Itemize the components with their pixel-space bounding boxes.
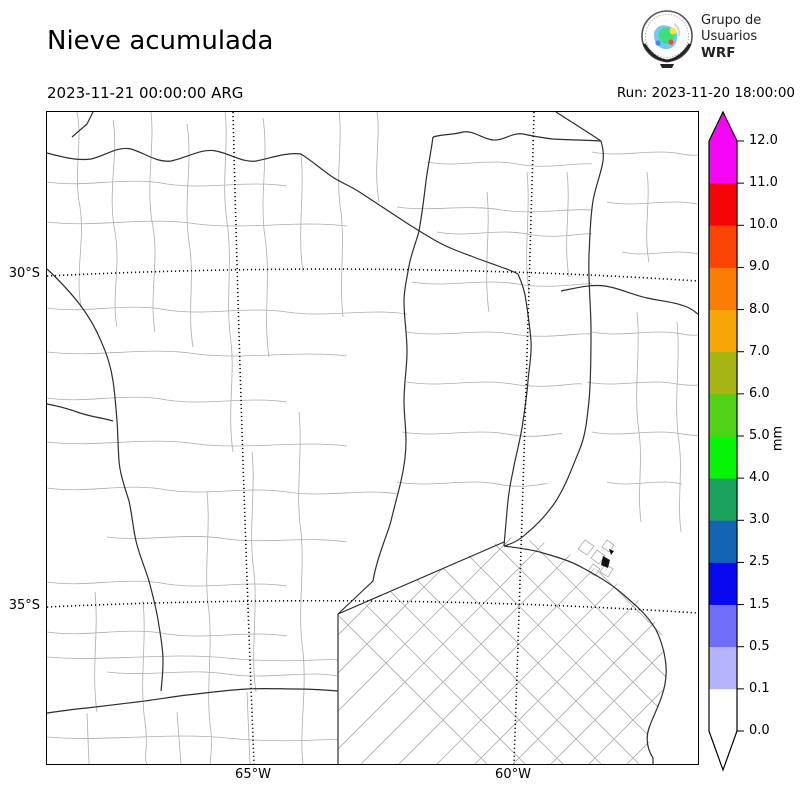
colorbar-tick-label: 6.0 xyxy=(749,385,770,403)
map-svg xyxy=(47,112,698,764)
colorbar-segment xyxy=(709,141,737,184)
colorbar-tick-label: 4.0 xyxy=(749,469,770,487)
department-borders xyxy=(47,112,698,764)
colorbar-tick-label: 7.0 xyxy=(749,343,770,361)
lon-label-65w: 65°W xyxy=(223,767,283,782)
colorbar-segment xyxy=(709,310,737,353)
gridline-65w xyxy=(233,112,254,764)
colorbar-tick-label: 1.5 xyxy=(749,596,770,614)
colorbar-tick-label: 8.0 xyxy=(749,301,770,319)
colorbar-tick-label: 0.1 xyxy=(749,680,770,698)
colorbar-segment xyxy=(709,478,737,521)
colorbar-segment xyxy=(709,183,737,226)
colorbar-segment xyxy=(709,225,737,268)
logo-line-1: Grupo de xyxy=(701,13,761,29)
colorbar-tick-label: 12.0 xyxy=(749,132,778,150)
colorbar-tickmarks xyxy=(737,141,744,731)
run-time-label: Run: 2023-11-20 18:00:00 xyxy=(617,85,795,101)
colorbar-tick-label: 2.5 xyxy=(749,553,770,571)
colorbar-tick-label: 3.0 xyxy=(749,511,770,529)
colorbar-tick-label: 9.0 xyxy=(749,258,770,276)
colorbar-unit-label: mm xyxy=(771,424,786,454)
colorbar-segment xyxy=(709,562,737,605)
colorbar-tick-label: 0.0 xyxy=(749,722,770,740)
lon-label-60w: 60°W xyxy=(483,767,543,782)
colorbar-tick-label: 10.0 xyxy=(749,216,778,234)
colorbar: mm 0.0 0.1 0.5 1.5 2.5 3.0 4.0 5.0 6.0 7.0 8.0 9.0 1… xyxy=(705,105,800,785)
gridlines xyxy=(47,112,698,764)
colorbar-segment xyxy=(709,647,737,690)
colorbar-segment xyxy=(709,394,737,437)
map-panel xyxy=(46,111,699,765)
colorbar-over-arrow xyxy=(709,112,737,142)
logo-line-2: Usuarios xyxy=(701,29,761,45)
wrf-logo-icon xyxy=(640,8,696,70)
gridline-30s xyxy=(47,269,698,281)
figure: Nieve acumulada 2023-11-21 00:00:00 ARG … xyxy=(0,0,800,800)
lat-label-30s: 30°S xyxy=(0,266,40,281)
colorbar-under-arrow xyxy=(709,731,737,771)
colorbar-segment xyxy=(709,520,737,563)
logo-line-3: WRF xyxy=(701,45,761,61)
colorbar-segment xyxy=(709,267,737,310)
page-title: Nieve acumulada xyxy=(47,26,273,56)
colorbar-segment xyxy=(709,689,737,732)
wrf-logo-text: Grupo de Usuarios WRF xyxy=(701,13,761,61)
province-borders xyxy=(47,112,698,764)
colorbar-svg xyxy=(705,105,745,780)
colorbar-segment xyxy=(709,436,737,479)
colorbar-segments xyxy=(709,141,737,731)
colorbar-segment xyxy=(709,352,737,395)
colorbar-segment xyxy=(709,605,737,648)
gridline-60w xyxy=(514,112,534,764)
lat-label-35s: 35°S xyxy=(0,598,40,613)
valid-time-label: 2023-11-21 00:00:00 ARG xyxy=(47,84,243,102)
colorbar-tick-label: 5.0 xyxy=(749,427,770,445)
colorbar-tick-label: 0.5 xyxy=(749,638,770,656)
colorbar-tick-label: 11.0 xyxy=(749,174,778,192)
